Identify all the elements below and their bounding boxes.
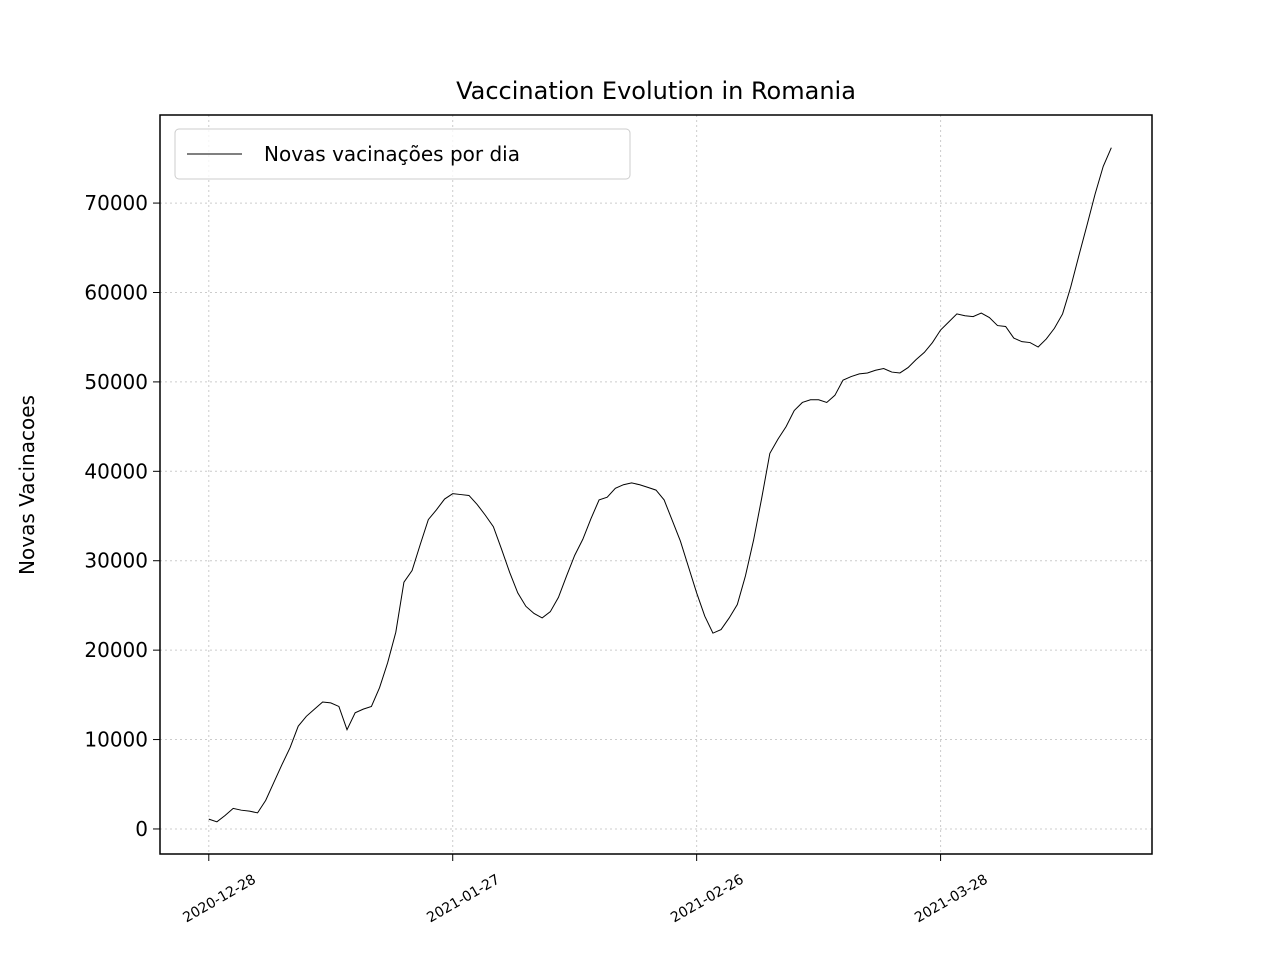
y-tick-label: 30000 [84, 549, 148, 573]
plot-frame [159, 114, 1153, 855]
x-tick-label: 2021-01-27 [424, 872, 502, 927]
x-tick-label: 2021-02-26 [668, 872, 747, 927]
x-tick-label: 2020-12-28 [180, 872, 258, 927]
y-tick-label: 40000 [84, 459, 148, 483]
legend-label: Novas vacinações por dia [264, 142, 520, 166]
y-tick-label: 60000 [84, 280, 148, 304]
y-axis-label: Novas Vacinacoes [15, 395, 39, 575]
legend-box [174, 128, 631, 180]
y-tick-label: 70000 [84, 191, 148, 215]
y-tick-label: 20000 [84, 638, 148, 662]
y-tick-label: 50000 [84, 370, 148, 394]
data-line [208, 147, 1112, 823]
chart-title: Vaccination Evolution in Romania [456, 77, 856, 105]
x-tick-label: 2021-03-28 [912, 872, 990, 927]
y-tick-label: 10000 [84, 728, 148, 752]
y-tick-label: 0 [135, 817, 148, 841]
